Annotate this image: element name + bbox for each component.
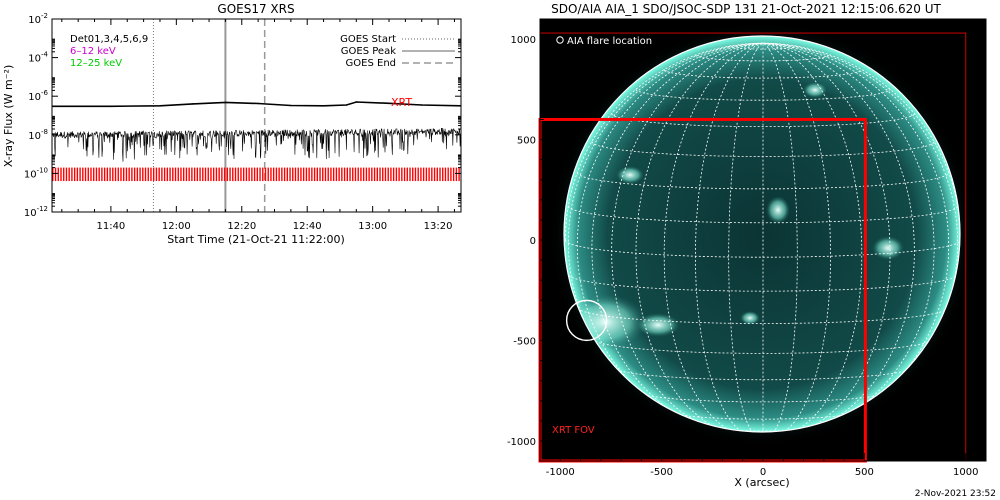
goes-y-axis-label: X-ray Flux (W m⁻²) bbox=[2, 65, 15, 167]
footer-timestamp: 2-Nov-2021 23:52 bbox=[915, 489, 996, 499]
y-tick-label: 1000 bbox=[511, 35, 536, 46]
x-tick-label: -1000 bbox=[546, 467, 575, 478]
goes-panel: GOES17 XRS 10-12 10-10 10-8 10-6 10-4 10-2 11… bbox=[2, 2, 462, 246]
xrt-data-point bbox=[420, 104, 423, 106]
aia-x-axis-label: X (arcsec) bbox=[734, 476, 789, 489]
x-tick-label: 500 bbox=[855, 467, 874, 478]
flare-location-marker bbox=[565, 299, 608, 342]
active-region-southeast bbox=[636, 313, 680, 337]
xrt-data-point bbox=[388, 102, 390, 105]
longitude-line bbox=[762, 42, 832, 432]
xrt-data-point bbox=[322, 104, 325, 107]
goes-plot-frame bbox=[51, 18, 462, 213]
xrt-fov-label: XRT FOV bbox=[552, 425, 595, 436]
xrt-data-point bbox=[257, 102, 259, 105]
x-tick-label: 0 bbox=[760, 467, 766, 478]
longitude-line bbox=[567, 42, 764, 418]
goes-x-axis-label: Start Time (21-Oct-21 11:22:00) bbox=[167, 233, 345, 246]
event-legend-label: GOES End bbox=[346, 58, 396, 69]
channel-legend-item: 12–25 keV bbox=[70, 58, 122, 69]
xrt-data-point bbox=[355, 101, 358, 103]
longitude-line bbox=[762, 42, 959, 418]
x-tick-label: 13:00 bbox=[358, 221, 387, 232]
longitude-line bbox=[762, 42, 891, 432]
y-tick-label: -1000 bbox=[507, 437, 536, 448]
xrt-data-point bbox=[159, 104, 161, 107]
y-tick-label: 10-4 bbox=[28, 51, 48, 65]
longitude-line bbox=[728, 42, 764, 432]
xrt-data-point bbox=[110, 105, 112, 108]
longitude-line bbox=[762, 42, 863, 432]
aia-legend-text: AIA flare location bbox=[567, 36, 652, 47]
longitude-line bbox=[591, 42, 764, 432]
active-region-northeast bbox=[616, 166, 644, 184]
longitude-line bbox=[663, 42, 764, 432]
active-region-north bbox=[803, 82, 827, 98]
x-tick-label: 12:00 bbox=[162, 221, 191, 232]
latitude-line bbox=[612, 367, 914, 381]
y-tick-label: 10-6 bbox=[28, 89, 48, 103]
xrt-series-label: XRT bbox=[391, 96, 412, 109]
xrt-data-point bbox=[345, 104, 348, 106]
event-legend-label: GOES Start bbox=[340, 34, 396, 45]
y-tick-label: 10-12 bbox=[24, 205, 48, 219]
xrt-data-point bbox=[224, 101, 227, 104]
goes-plot-area bbox=[52, 19, 461, 212]
aia-panel: SDO/AIA AIA_1 SDO/JSOC-SDP 131 21-Oct-20… bbox=[507, 2, 987, 489]
active-region-west bbox=[872, 236, 904, 260]
goes-title: GOES17 XRS bbox=[217, 2, 294, 16]
y-tick-label: 10-2 bbox=[28, 12, 48, 26]
latitude-line bbox=[663, 69, 863, 79]
y-tick-label: 500 bbox=[517, 136, 536, 147]
x-tick-label: 11:40 bbox=[96, 221, 125, 232]
goes-x-axis: 11:40 12:00 12:20 12:40 13:00 13:20 bbox=[61, 19, 455, 232]
aia-y-axis: -1000 -500 0 500 1000 bbox=[507, 18, 986, 462]
legend-flare-symbol bbox=[556, 36, 564, 44]
x-tick-label: 12:40 bbox=[293, 221, 322, 232]
longitude-line bbox=[762, 42, 798, 432]
latitude-line bbox=[568, 274, 958, 292]
longitude-line bbox=[694, 42, 764, 432]
longitude-line bbox=[762, 42, 915, 432]
longitude-line bbox=[635, 42, 764, 432]
longitude-line bbox=[762, 42, 935, 432]
xrt-data-point bbox=[290, 104, 292, 107]
x-tick-label: 12:20 bbox=[227, 221, 256, 232]
xrt-data-point bbox=[191, 103, 194, 105]
noisy-flux-series bbox=[52, 127, 461, 162]
aia-solar-disk bbox=[564, 36, 960, 432]
channel-legend-item: Det01,3,4,5,6,9 bbox=[70, 34, 148, 45]
x-tick-label: 1000 bbox=[953, 467, 978, 478]
active-region-center bbox=[766, 196, 790, 224]
y-tick-label: 10-8 bbox=[28, 128, 48, 142]
aia-x-axis: -1000 -500 0 500 1000 bbox=[539, 19, 987, 478]
x-tick-label: -500 bbox=[650, 467, 673, 478]
solar-limb bbox=[563, 35, 961, 433]
longitude-line bbox=[611, 42, 764, 432]
aia-title: SDO/AIA AIA_1 SDO/JSOC-SDP 131 21-Oct-20… bbox=[551, 2, 941, 16]
y-tick-label: 0 bbox=[530, 236, 536, 247]
latitude-line bbox=[636, 391, 890, 403]
y-tick-label: -500 bbox=[513, 336, 536, 347]
y-tick-label: 10-10 bbox=[24, 166, 48, 180]
latitude-line bbox=[567, 205, 959, 224]
channel-legend-item: 6–12 keV bbox=[70, 46, 116, 57]
active-region-south bbox=[740, 311, 760, 325]
event-legend-label: GOES Peak bbox=[341, 46, 396, 57]
x-tick-label: 13:20 bbox=[424, 221, 453, 232]
